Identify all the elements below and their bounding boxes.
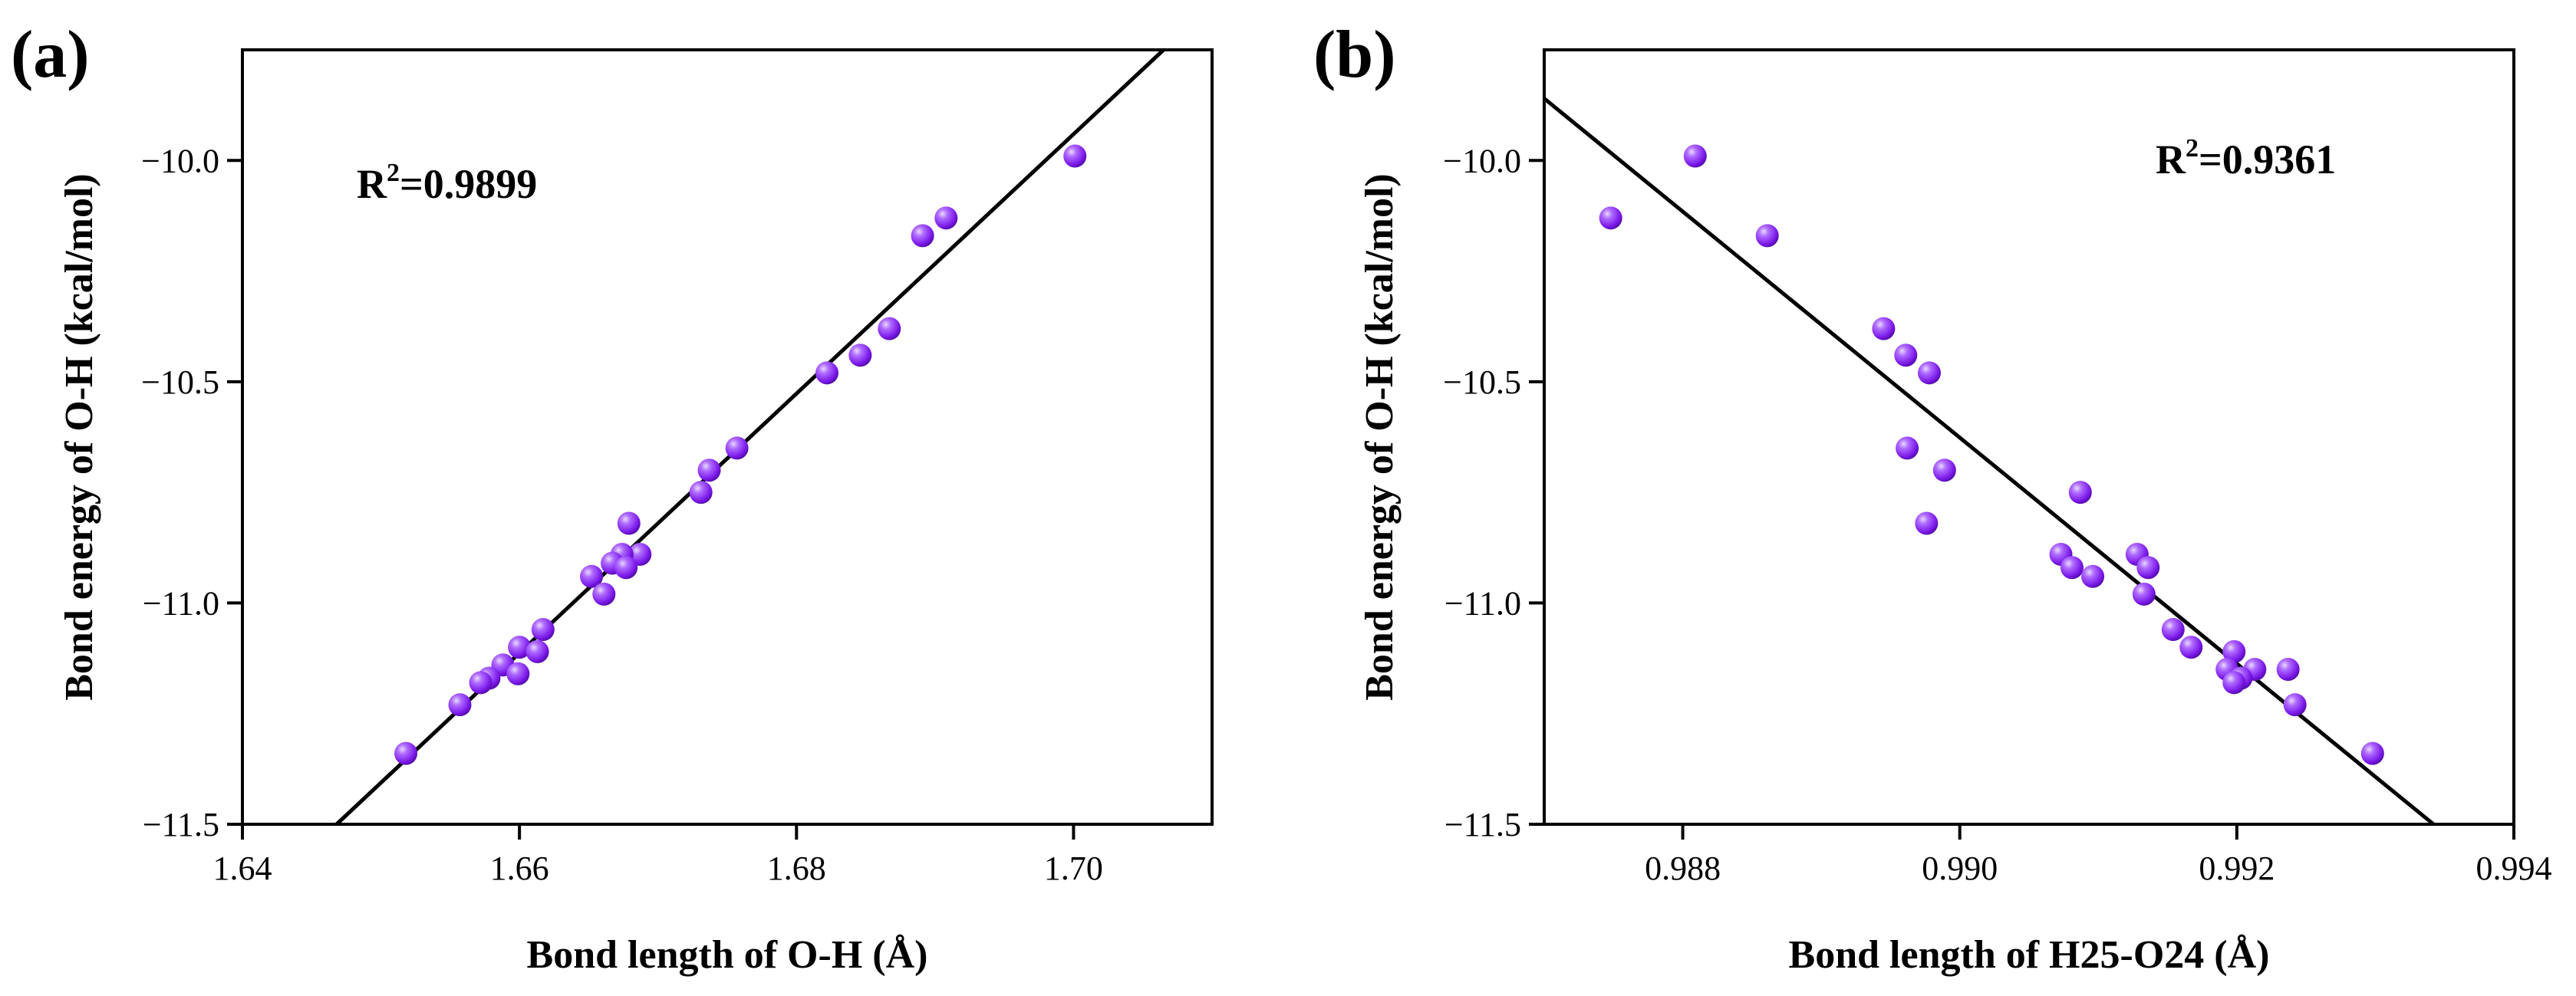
data-point [1755,224,1779,248]
data-point [2222,639,2246,663]
x-axis-title: Bond length of O-H (Å) [527,933,928,977]
data-point [2132,582,2156,606]
y-tick-label: −11.0 [143,584,219,622]
data-point [531,618,555,642]
data-point [2222,671,2246,695]
y-ticks: −10.0 −10.5 −11.0 −11.5 [1443,142,1544,843]
fit-line-group [1543,97,2435,826]
fit-line-group [335,48,1165,826]
x-tick-label: 1.68 [767,850,826,887]
x-tick-label: 0.994 [2476,850,2552,887]
y-axis-title: Bond energy of O-H (kcal/mol) [58,173,101,701]
x-tick-label: 0.990 [1922,850,1998,887]
points-group [1599,144,2384,765]
y-tick-label: −10.5 [141,363,219,401]
x-tick-label: 1.64 [213,850,272,887]
data-point [469,671,492,695]
fit-line [1543,97,2435,826]
panel-label: (b) [1313,18,1396,92]
data-point [2360,741,2384,765]
data-point [508,636,532,659]
data-point [2283,693,2307,717]
data-point [1063,144,1087,168]
data-point [1599,206,1622,230]
r-squared-annotation: R2=0.9899 [357,159,537,207]
data-point [878,317,901,340]
panel-b: (b) 0.988 0.990 0.992 0.994 −10.0 −10.5 −11.0… [1313,18,2552,977]
data-point [2136,556,2160,580]
data-point [815,361,839,385]
data-point [2179,636,2203,659]
data-point [1915,511,1939,535]
r-squared-value: =0.9899 [400,161,537,207]
y-tick-label: −10.0 [1443,142,1521,179]
data-point [2060,556,2084,580]
y-tick-label: −11.0 [1444,584,1521,622]
panel-a: (a) 1.64 1.66 1.68 1.70 −10.0 −10.5 −11.0 −11.… [11,18,1214,977]
y-tick-label: −11.5 [1444,806,1521,843]
r-squared-superscript: 2 [387,159,400,187]
data-point [580,564,604,588]
y-axis-title: Bond energy of O-H (kcal/mol) [1358,173,1402,701]
data-point [525,639,549,663]
data-point [725,436,749,460]
data-point [448,693,472,717]
r-squared-prefix: R [2156,136,2186,182]
data-point [1894,344,1918,367]
x-tick-label: 1.66 [490,850,549,887]
y-tick-label: −10.0 [141,142,219,179]
r-squared-superscript: 2 [2186,134,2199,163]
data-point [592,582,616,606]
data-point [2276,658,2300,681]
y-ticks: −10.0 −10.5 −11.0 −11.5 [141,142,242,843]
data-point [689,481,713,505]
r-squared-annotation: R2=0.9361 [2156,134,2336,182]
data-point [394,741,418,765]
data-point [934,206,958,230]
data-point [1872,317,1896,340]
panel-label: (a) [11,18,90,92]
x-ticks: 1.64 1.66 1.68 1.70 [213,824,1103,887]
data-point [2161,618,2185,642]
x-tick-label: 1.70 [1044,850,1103,887]
y-tick-label: −10.5 [1443,363,1521,401]
data-point [1917,361,1941,385]
y-tick-label: −11.5 [143,806,219,843]
r-squared-value: =0.9361 [2199,136,2336,182]
data-point [848,344,872,367]
data-point [617,511,641,535]
points-group [394,144,1087,765]
data-point [2081,564,2105,588]
data-point [697,459,721,482]
data-point [1683,144,1707,168]
data-point [506,662,530,685]
r-squared-prefix: R [357,161,387,207]
data-point [1896,436,1919,460]
data-point [2068,481,2092,505]
plot-frame [241,48,1214,826]
data-point [1932,459,1956,482]
x-tick-label: 0.988 [1645,850,1721,887]
data-point [614,556,638,580]
x-ticks: 0.988 0.990 0.992 0.994 [1645,824,2552,887]
x-axis-title: Bond length of H25-O24 (Å) [1789,933,2270,977]
data-point [911,224,934,248]
fit-line [335,48,1165,826]
plot-frame [1543,48,2515,826]
x-tick-label: 0.992 [2199,850,2275,887]
